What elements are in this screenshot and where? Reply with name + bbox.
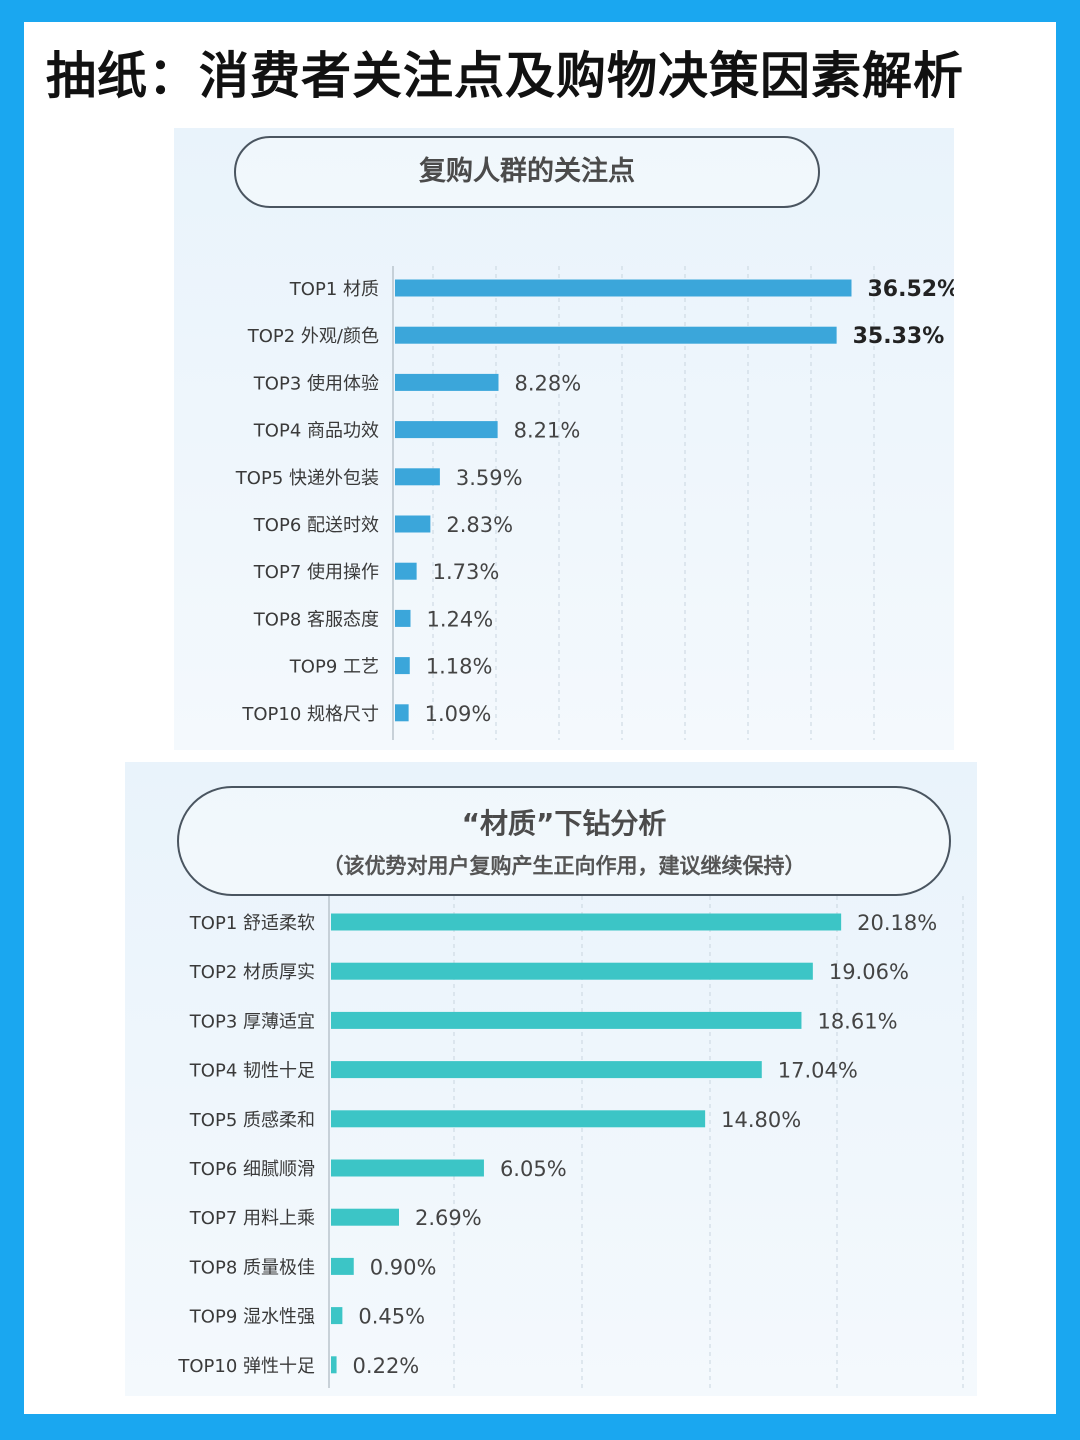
category-label: TOP7 使用操作 <box>253 562 379 583</box>
value-label: 2.83% <box>446 513 513 537</box>
category-label: TOP3 使用体验 <box>253 373 379 394</box>
value-label: 8.21% <box>514 419 581 443</box>
value-label: 1.24% <box>427 607 494 631</box>
bar <box>395 421 498 439</box>
category-label: TOP9 湿水性强 <box>189 1307 315 1328</box>
chart-title-pill: “材质”下钻分析 （该优势对用户复购产生正向作用，建议继续保持） <box>177 786 951 896</box>
category-label: TOP6 配送时效 <box>253 515 379 536</box>
value-label: 20.18% <box>857 911 937 935</box>
value-label: 19.06% <box>829 960 909 984</box>
chart-panel-material-drilldown: “材质”下钻分析 （该优势对用户复购产生正向作用，建议继续保持） TOP1 舒适… <box>125 762 977 1396</box>
category-label: TOP4 商品功效 <box>253 421 379 442</box>
bar <box>331 1356 337 1374</box>
bar <box>331 913 842 931</box>
chart-panel-repurchase-concerns: 复购人群的关注点 TOP1 材质 36.52% TOP2 外观/颜色 35.33% TO… <box>174 128 954 750</box>
value-label: 0.22% <box>353 1354 420 1378</box>
value-label: 1.18% <box>426 655 493 679</box>
value-label: 2.69% <box>415 1206 482 1230</box>
category-label: TOP5 快递外包装 <box>235 468 379 489</box>
category-label: TOP3 厚薄适宜 <box>189 1011 315 1032</box>
watermark <box>992 1390 1040 1408</box>
bar <box>331 1208 400 1226</box>
bar <box>395 562 417 580</box>
bar <box>395 279 852 297</box>
value-label: 14.80% <box>721 1108 801 1132</box>
page-title: 抽纸：消费者关注点及购物决策因素解析 <box>46 47 964 105</box>
chart-title: “材质”下钻分析 <box>461 807 667 840</box>
chart-subtitle: （该优势对用户复购产生正向作用，建议继续保持） <box>322 854 806 878</box>
chart-title: 复购人群的关注点 <box>419 156 635 187</box>
bar-chart-material-drilldown: TOP1 舒适柔软 20.18% TOP2 材质厚实 19.06% TOP3 厚薄适宜 1… <box>177 896 964 1388</box>
bar <box>395 515 431 533</box>
category-label: TOP2 材质厚实 <box>189 962 315 983</box>
value-label: 36.52% <box>868 277 955 302</box>
chart-title-pill: 复购人群的关注点 <box>234 136 820 208</box>
value-label: 3.59% <box>456 466 523 490</box>
bar <box>331 1011 802 1029</box>
value-label: 0.45% <box>358 1305 425 1329</box>
bar <box>395 468 440 486</box>
value-label: 35.33% <box>853 324 945 349</box>
bar <box>331 1307 343 1325</box>
bar <box>395 609 411 627</box>
category-label: TOP8 客服态度 <box>253 609 379 630</box>
category-label: TOP8 质量极佳 <box>189 1257 315 1278</box>
category-label: TOP1 材质 <box>289 279 379 300</box>
content-frame: 抽纸：消费者关注点及购物决策因素解析 复购人群的关注点 TOP1 材质 36.52… <box>24 22 1056 1414</box>
category-label: TOP6 细腻顺滑 <box>189 1159 315 1180</box>
value-label: 0.90% <box>370 1255 437 1279</box>
value-label: 17.04% <box>778 1059 858 1083</box>
category-label: TOP10 规格尺寸 <box>241 704 379 725</box>
value-label: 8.28% <box>515 371 582 395</box>
bar <box>331 1110 706 1128</box>
category-label: TOP5 质感柔和 <box>189 1110 315 1131</box>
bar-chart-repurchase-concerns: TOP1 材质 36.52% TOP2 外观/颜色 35.33% TOP3 使用体验 8.… <box>235 266 955 740</box>
bar <box>331 962 813 980</box>
bar <box>395 326 837 344</box>
category-label: TOP4 韧性十足 <box>189 1061 315 1082</box>
bar <box>395 704 409 722</box>
category-label: TOP9 工艺 <box>289 657 379 678</box>
bar <box>331 1061 762 1079</box>
value-label: 6.05% <box>500 1157 567 1181</box>
category-label: TOP7 用料上乘 <box>189 1208 315 1229</box>
value-label: 18.61% <box>817 1009 897 1033</box>
category-label: TOP2 外观/颜色 <box>247 326 379 347</box>
value-label: 1.09% <box>425 702 492 726</box>
bar <box>395 657 410 675</box>
value-label: 1.73% <box>433 560 500 584</box>
bar <box>395 373 499 391</box>
category-label: TOP10 弹性十足 <box>177 1356 315 1377</box>
bar <box>331 1159 484 1177</box>
category-label: TOP1 舒适柔软 <box>189 913 315 934</box>
bar <box>331 1257 354 1275</box>
